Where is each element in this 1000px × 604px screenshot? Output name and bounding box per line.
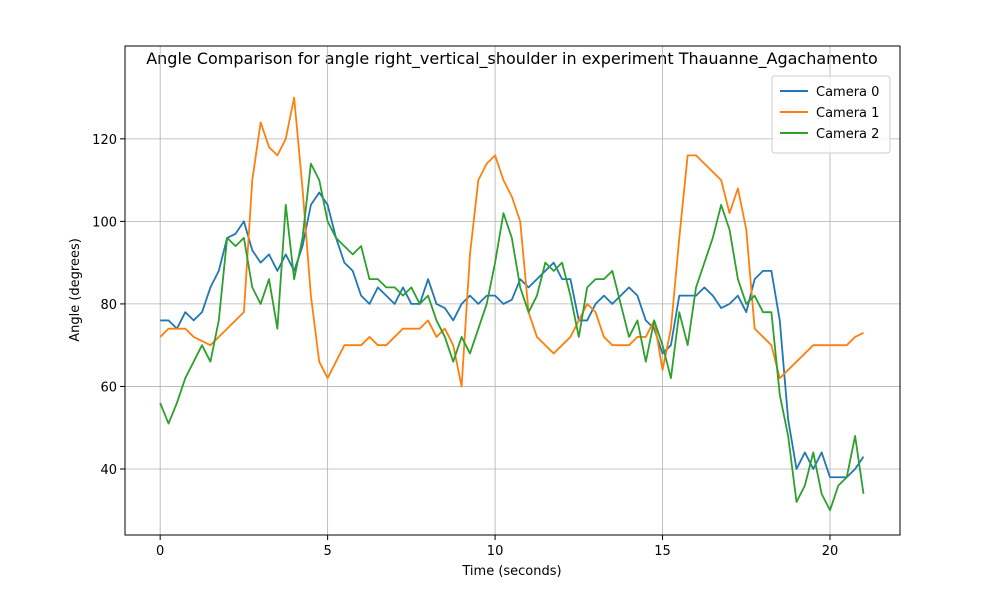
x-tick-label: 0	[156, 544, 164, 559]
plot-frame	[124, 45, 901, 536]
x-tick-label: 10	[487, 544, 504, 559]
chart-title: Angle Comparison for angle right_vertica…	[146, 49, 878, 69]
series-line	[160, 191, 865, 479]
legend-label: Camera 1	[816, 106, 879, 121]
y-tick-label: 80	[100, 298, 117, 313]
y-tick-label: 120	[92, 133, 117, 148]
y-tick-label: 40	[100, 463, 117, 478]
x-tick-label: 15	[654, 544, 671, 559]
y-axis-label: Angle (degrees)	[68, 238, 83, 342]
x-tick-label: 20	[822, 544, 839, 559]
x-tick-label: 5	[323, 544, 331, 559]
legend-label: Camera 2	[816, 127, 879, 142]
y-tick-label: 60	[100, 380, 117, 395]
y-tick-label: 100	[92, 215, 117, 230]
x-axis-label: Time (seconds)	[461, 564, 561, 579]
legend-label: Camera 0	[816, 85, 879, 100]
series-line	[159, 162, 865, 512]
series-line	[159, 96, 864, 388]
